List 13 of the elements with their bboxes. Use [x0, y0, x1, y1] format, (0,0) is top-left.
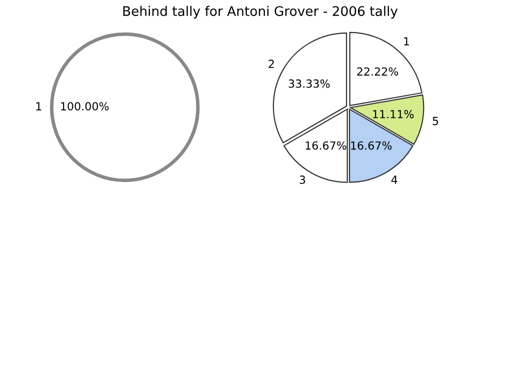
slice-label: 5	[432, 116, 438, 126]
data-label: 16.67%	[351, 141, 392, 150]
data-label: 11.11%	[373, 110, 414, 118]
data-label: 22.22%	[357, 67, 398, 76]
data-label: 33.33%	[288, 79, 330, 88]
slice-label: 1	[404, 37, 409, 46]
data-label: 16.67%	[306, 141, 346, 150]
slice-label: 2	[268, 60, 274, 68]
slice-label: 1	[36, 102, 42, 110]
data-label: 100.00%	[61, 102, 109, 110]
chart-title: Behind tally for Antoni Grover - 2006 tally	[123, 6, 398, 19]
slice-label: 4	[391, 176, 398, 184]
slice-label: 3	[300, 176, 306, 184]
